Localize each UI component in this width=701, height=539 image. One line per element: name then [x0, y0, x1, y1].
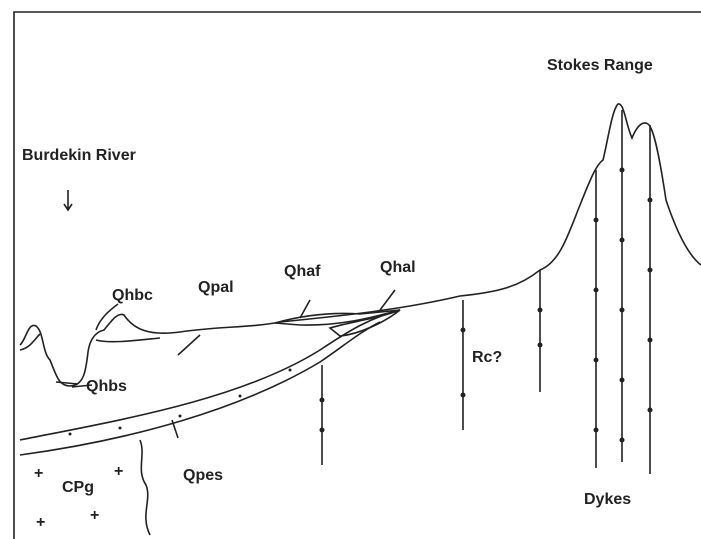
svg-text:+: +: [36, 514, 45, 531]
qpes-top: [19, 309, 401, 441]
label: Stokes Range: [547, 57, 653, 74]
dyke-dots: [68, 167, 653, 443]
svg-text:+: +: [34, 465, 43, 482]
river-channel: [19, 333, 161, 385]
svg-text:+: +: [114, 463, 123, 480]
qhal-wedge: [328, 309, 401, 337]
frame: [13, 11, 701, 539]
label: Qhaf: [284, 263, 321, 280]
label: CPg: [62, 479, 94, 496]
label: Qpes: [183, 467, 223, 484]
labels: Stokes Range Burdekin River Qhbc Qpal Qhaf Qh…: [22, 57, 653, 508]
dykes: [321, 110, 651, 474]
label: Qhbc: [112, 287, 153, 304]
label: Burdekin River: [22, 147, 136, 164]
fault: [139, 439, 151, 536]
label: Qhbs: [86, 378, 127, 395]
svg-text:+: +: [90, 507, 99, 524]
label: Qhal: [380, 259, 416, 276]
label: Qpal: [198, 279, 234, 296]
label: Rc?: [472, 349, 502, 366]
label: Dykes: [584, 491, 631, 508]
ground-surface: [19, 103, 701, 387]
pointer-lines: [63, 190, 396, 439]
qpes-base: [19, 321, 381, 456]
granite-symbols: + + + +: [34, 463, 123, 531]
